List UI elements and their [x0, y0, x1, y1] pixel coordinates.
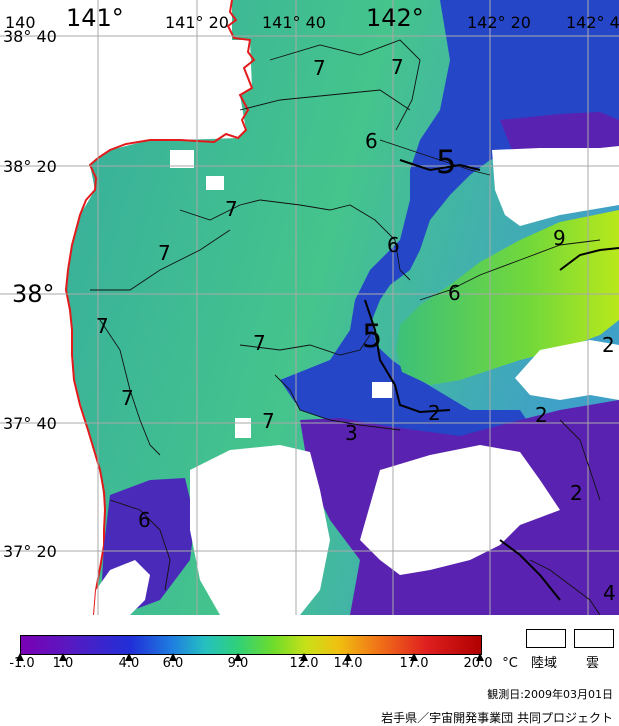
colorbar-tick-marks [16, 653, 484, 661]
lon-label: 141° 40 [262, 13, 326, 32]
contour-label: 7 [158, 241, 171, 265]
contour-label: 6 [138, 508, 151, 532]
cloud-patch [206, 176, 224, 190]
land-legend-swatch [526, 629, 566, 648]
lat-label: 37° 40 [3, 414, 57, 433]
contour-label: 7 [121, 386, 134, 410]
lat-label: 37° 20 [3, 542, 57, 561]
lon-label: 141° 20 [165, 13, 229, 32]
land-legend-label: 陸域 [531, 656, 558, 671]
lon-label: 142° [366, 4, 424, 32]
colorbar-unit: °C [502, 656, 518, 671]
isotherm-contours [90, 39, 619, 615]
cold-front-water [280, 0, 619, 440]
colorbar-tick: 20.0 [463, 656, 493, 671]
lat-label: 38° 20 [3, 157, 57, 176]
colorbar-tick: 14.0 [333, 656, 363, 671]
sea-surface-temperature-map: 7 7 6 5 7 6 7 6 9 7 5 7 7 2 3 2 6 2 4 2 … [0, 0, 619, 615]
contour-label: 9 [553, 226, 566, 250]
contour-labels: 7 7 6 5 7 6 7 6 9 7 5 7 7 2 3 2 6 2 4 2 … [96, 55, 616, 605]
cloud-south-center [190, 445, 330, 615]
lon-label: 142° 20 [467, 13, 531, 32]
contour-label: 6 [365, 129, 378, 153]
cloud-east [515, 340, 619, 400]
colorbar-tick: 1.0 [52, 656, 74, 671]
latitude-labels: 38° 40 38° 20 38° 37° 40 37° 20 [3, 27, 57, 561]
contour-label: 4 [603, 581, 616, 605]
contour-label: 2 [570, 481, 583, 505]
colorbar-tick: -1.0 [9, 656, 35, 671]
cloud-patch [235, 418, 251, 438]
contour-label: 3 [345, 421, 358, 445]
land-area [0, 0, 252, 615]
coastline [64, 0, 256, 615]
temperature-colorbar [20, 635, 482, 655]
contour-label: 2 [602, 333, 615, 357]
colorbar-tick: 9.0 [227, 656, 249, 671]
contour-label: 7 [96, 314, 109, 338]
cloud-coast [94, 560, 150, 615]
contour-label: 7 [225, 197, 238, 221]
contour-label: 5 [436, 143, 456, 181]
contour-label: 7 [262, 409, 275, 433]
contour-label: 2 [535, 403, 548, 427]
contour-label: 7 [313, 56, 326, 80]
colorbar-tick: 12.0 [289, 656, 319, 671]
lon-label: 141° [66, 4, 124, 32]
longitude-labels: 140 141° 141° 20 141° 40 142° 142° 20 14… [5, 4, 619, 32]
cloud-legend-label: 雲 [586, 656, 600, 671]
contour-label: 2 [428, 401, 441, 425]
colorbar-tick: 17.0 [399, 656, 429, 671]
cloud-south-mid [360, 445, 560, 575]
colorbar-tick: 6.0 [162, 656, 184, 671]
contour-label: 6 [387, 233, 400, 257]
contour-label: 7 [253, 331, 266, 355]
cloud-legend-swatch [574, 629, 614, 648]
observation-date: 観測日:2009年03月01日 [487, 688, 613, 701]
legend-area [0, 615, 619, 725]
contour-label: 7 [391, 55, 404, 79]
lon-label: 140 [5, 13, 36, 32]
lat-label: 38° [12, 280, 55, 308]
lat-label: 38° 40 [3, 27, 57, 46]
warm-water-tongue [396, 210, 619, 385]
credit-text: 岩手県／宇宙開発事業団 共同プロジェクト [381, 711, 613, 725]
map-canvas: 7 7 6 5 7 6 7 6 9 7 5 7 7 2 3 2 6 2 4 2 … [0, 0, 619, 615]
cloud-patch [372, 382, 392, 398]
cloud-patch [170, 150, 194, 168]
colorbar-tick: 4.0 [118, 656, 140, 671]
contour-label: 5 [362, 317, 382, 355]
lon-label: 142° 4 [566, 13, 619, 32]
contour-label: 6 [448, 281, 461, 305]
